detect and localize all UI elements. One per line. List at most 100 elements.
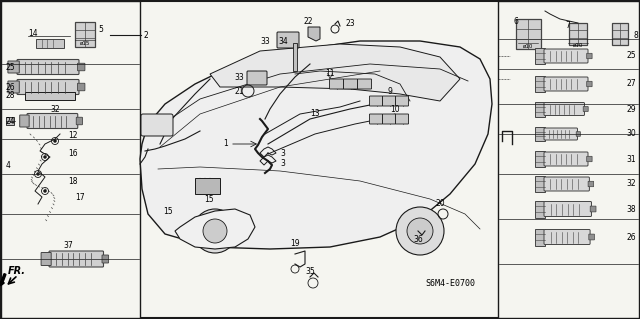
Text: 6: 6 (513, 18, 518, 26)
Bar (293, 43, 297, 71)
Circle shape (193, 209, 237, 253)
Polygon shape (308, 27, 320, 41)
Bar (25, 92, 75, 100)
Text: 8: 8 (633, 32, 637, 41)
FancyBboxPatch shape (75, 21, 95, 47)
FancyBboxPatch shape (41, 253, 51, 265)
Circle shape (203, 219, 227, 243)
FancyBboxPatch shape (369, 114, 383, 124)
Text: 3: 3 (280, 150, 285, 159)
FancyBboxPatch shape (141, 114, 173, 136)
Text: 3: 3 (280, 160, 285, 168)
Text: ø15: ø15 (80, 41, 90, 46)
FancyBboxPatch shape (344, 79, 358, 89)
Text: FR.: FR. (8, 266, 26, 276)
Text: 34: 34 (278, 36, 288, 46)
FancyBboxPatch shape (544, 152, 588, 166)
FancyBboxPatch shape (76, 117, 83, 125)
Text: 24: 24 (6, 116, 15, 125)
Text: 15: 15 (163, 207, 173, 217)
Polygon shape (210, 44, 460, 101)
FancyBboxPatch shape (569, 23, 587, 45)
Bar (36, 39, 64, 48)
FancyBboxPatch shape (20, 115, 29, 127)
FancyBboxPatch shape (102, 255, 109, 263)
Text: 27: 27 (627, 79, 636, 88)
Text: S6M4-E0700: S6M4-E0700 (425, 279, 475, 288)
Text: 11: 11 (325, 69, 335, 78)
FancyBboxPatch shape (396, 114, 408, 124)
FancyBboxPatch shape (544, 229, 590, 244)
Text: 1: 1 (223, 139, 228, 149)
Text: 29: 29 (627, 105, 636, 114)
Text: 36: 36 (413, 234, 423, 243)
FancyBboxPatch shape (544, 49, 588, 63)
FancyBboxPatch shape (27, 114, 77, 129)
Circle shape (54, 139, 56, 143)
FancyBboxPatch shape (383, 114, 396, 124)
FancyBboxPatch shape (544, 128, 577, 140)
Bar (1, 1, 140, 318)
Circle shape (44, 155, 47, 159)
FancyBboxPatch shape (277, 32, 299, 48)
Text: ø10: ø10 (523, 43, 533, 48)
FancyBboxPatch shape (383, 96, 396, 106)
Text: 22: 22 (303, 17, 313, 26)
Text: 20: 20 (435, 199, 445, 209)
Text: 19: 19 (290, 240, 300, 249)
FancyBboxPatch shape (535, 127, 545, 141)
FancyArrow shape (0, 274, 6, 286)
Text: 15: 15 (204, 195, 214, 204)
Text: 5: 5 (98, 25, 103, 33)
FancyBboxPatch shape (576, 132, 580, 136)
FancyBboxPatch shape (535, 176, 545, 192)
FancyBboxPatch shape (587, 156, 592, 162)
Circle shape (36, 173, 40, 175)
Circle shape (396, 207, 444, 255)
FancyBboxPatch shape (535, 48, 545, 64)
Text: 16: 16 (68, 150, 77, 159)
FancyBboxPatch shape (17, 60, 79, 75)
Text: 26: 26 (627, 233, 636, 241)
FancyBboxPatch shape (358, 79, 371, 89)
Text: 30: 30 (627, 130, 636, 138)
Text: 32: 32 (50, 105, 60, 114)
FancyBboxPatch shape (535, 228, 545, 246)
Text: 25: 25 (6, 63, 15, 71)
Text: 38: 38 (627, 204, 636, 213)
Text: 10: 10 (390, 105, 400, 114)
Text: 14: 14 (28, 28, 38, 38)
FancyBboxPatch shape (544, 177, 589, 191)
FancyBboxPatch shape (587, 53, 592, 59)
FancyBboxPatch shape (247, 71, 267, 85)
FancyBboxPatch shape (77, 63, 85, 71)
FancyBboxPatch shape (583, 107, 588, 112)
Text: 33: 33 (234, 73, 244, 83)
Text: 9: 9 (388, 86, 392, 95)
FancyBboxPatch shape (396, 96, 408, 106)
Bar (158, 188, 186, 206)
Text: 25: 25 (627, 51, 636, 61)
FancyBboxPatch shape (369, 96, 383, 106)
Text: 21: 21 (234, 86, 244, 95)
Polygon shape (140, 41, 492, 249)
Text: ø10: ø10 (573, 42, 583, 48)
FancyBboxPatch shape (588, 181, 594, 187)
Text: 28: 28 (6, 92, 15, 100)
Text: 37: 37 (63, 241, 73, 249)
FancyBboxPatch shape (587, 81, 592, 87)
Circle shape (44, 189, 47, 192)
FancyBboxPatch shape (8, 61, 19, 73)
Text: 18: 18 (68, 176, 77, 186)
FancyBboxPatch shape (515, 19, 541, 49)
FancyBboxPatch shape (590, 206, 596, 212)
Text: 7: 7 (565, 21, 570, 31)
FancyBboxPatch shape (535, 101, 545, 116)
Text: 23: 23 (345, 19, 355, 28)
FancyBboxPatch shape (535, 76, 545, 92)
Text: 17: 17 (75, 192, 84, 202)
Text: 31: 31 (627, 154, 636, 164)
FancyBboxPatch shape (535, 151, 545, 167)
Text: 33: 33 (260, 36, 270, 46)
FancyBboxPatch shape (330, 79, 344, 89)
